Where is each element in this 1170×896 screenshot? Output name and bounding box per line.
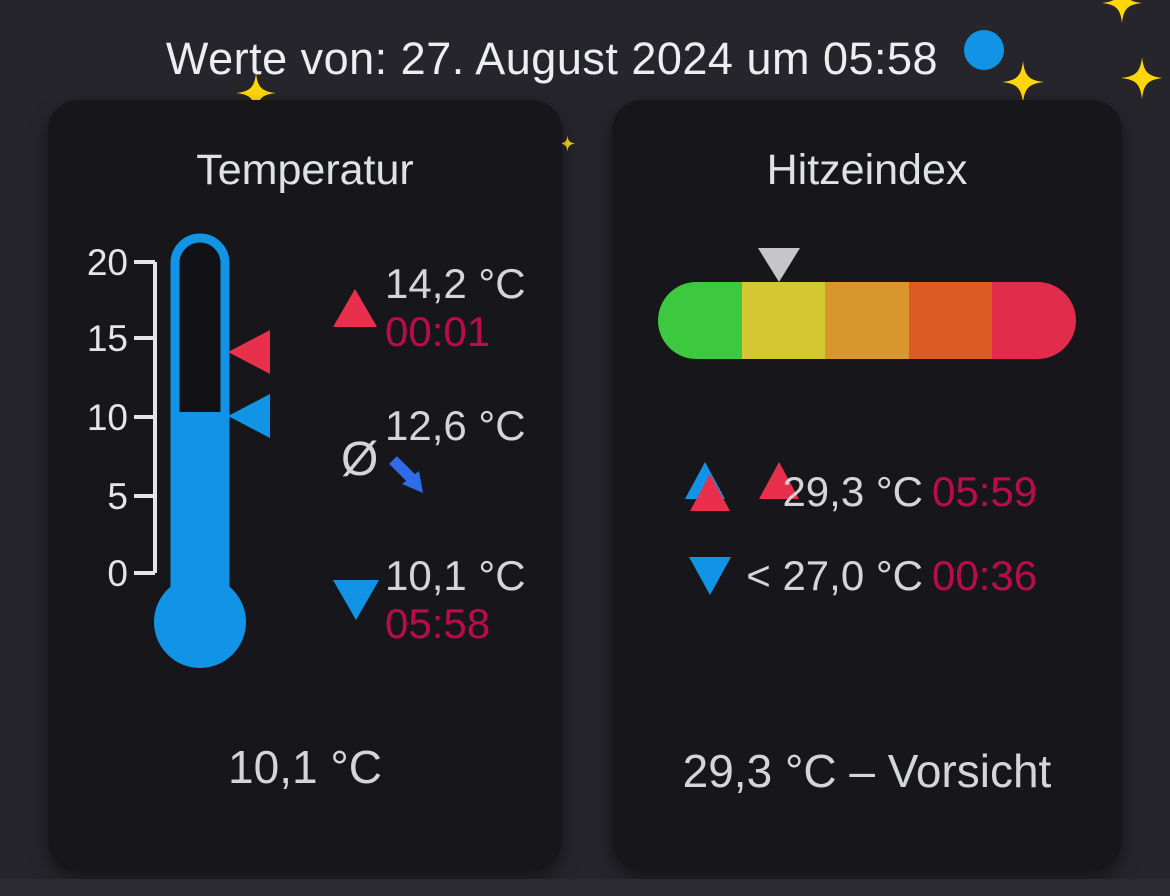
tick-label: 0 [107, 553, 128, 594]
temp-max-row: 14,2 °C 00:01 [333, 260, 526, 356]
heat-index-card-title: Hitzeindex [766, 146, 968, 194]
temp-min-row: 10,1 °C 05:58 [333, 552, 526, 648]
temp-avg-value: 12,6 °C [385, 402, 526, 449]
temp-scale-labels: 20 15 10 5 0 [87, 242, 128, 594]
header: Werte von: 27. August 2024 um 05:58 [0, 26, 1170, 92]
trend-down-arrow-icon [389, 456, 423, 493]
current-pointer-icon [758, 248, 800, 282]
scale-segment-yellow [741, 282, 826, 359]
heat-max-time: 05:59 [932, 468, 1038, 515]
heat-max-value: 29,3 °C [782, 468, 923, 515]
temp-max-value: 14,2 °C [385, 260, 526, 307]
temperature-card[interactable]: Temperatur 20 15 10 5 0 [48, 100, 562, 870]
temp-avg-row: Ø 12,6 °C [333, 402, 583, 512]
thermometer-bulb [154, 576, 246, 668]
heat-max-row: 29,3 °C 05:59 [682, 468, 1037, 516]
heat-min-value: < 27,0 °C [746, 552, 923, 599]
arrow-up-icon [690, 473, 730, 511]
sparkle-icon [1101, 0, 1143, 24]
arrow-down-icon [689, 557, 731, 595]
max-marker-icon [759, 462, 799, 499]
scale-segment-red [992, 282, 1076, 359]
temp-scale-axis [134, 260, 157, 575]
bottom-band [0, 879, 1170, 896]
heat-index-scale-bar [658, 282, 1076, 359]
min-marker-icon [228, 394, 270, 438]
tick-label: 5 [107, 476, 128, 517]
tick-label: 15 [87, 318, 128, 359]
scale-segment-green [658, 282, 742, 359]
status-dot-icon [964, 30, 1005, 70]
arrow-down-icon [333, 580, 379, 620]
heat-current-value: 29,3 °C – Vorsicht [682, 745, 1052, 797]
max-marker-icon [228, 330, 270, 374]
tick-label: 10 [87, 397, 128, 438]
temp-max-time: 00:01 [385, 308, 491, 355]
average-symbol: Ø [341, 433, 379, 486]
page-title: Werte von: 27. August 2024 um 05:58 [165, 33, 939, 84]
temperature-card-title: Temperatur [196, 146, 414, 194]
temp-min-value: 10,1 °C [385, 552, 526, 599]
scale-segment-orange [825, 282, 909, 359]
temp-min-time: 05:58 [385, 600, 491, 647]
scale-segment-orangered [908, 282, 993, 359]
temp-current-value: 10,1 °C [228, 741, 382, 793]
heat-index-card[interactable]: Hitzeindex 29,3 °C 05:59 < 27,0 °C 00:36… [612, 100, 1122, 870]
tick-label: 20 [87, 242, 128, 283]
thermometer-gauge: 20 15 10 5 0 [87, 233, 270, 668]
arrow-up-icon [333, 289, 377, 327]
heat-min-time: 00:36 [932, 552, 1038, 599]
heat-min-row: < 27,0 °C 00:36 [682, 552, 1037, 600]
